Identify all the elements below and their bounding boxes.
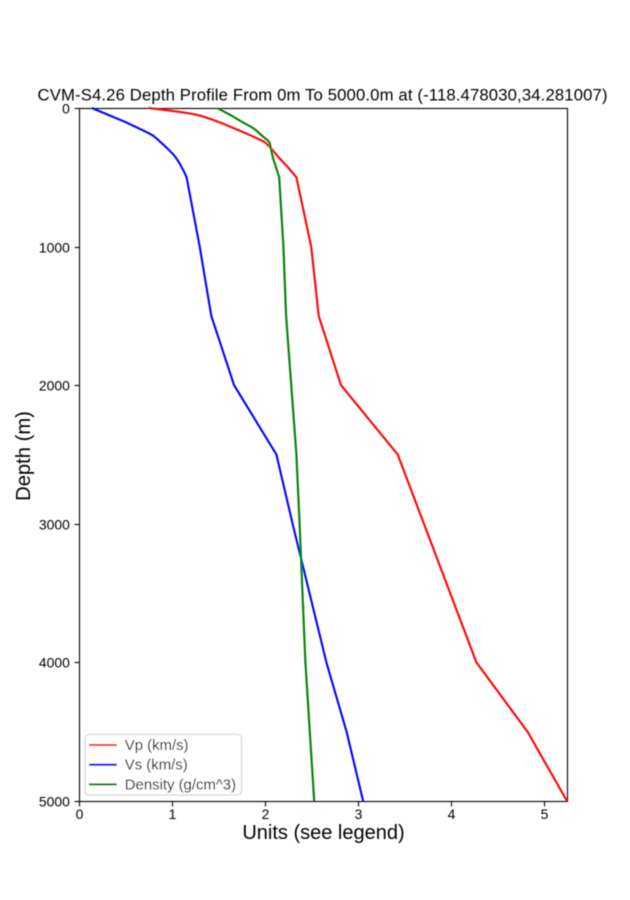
svg-text:3000: 3000: [39, 516, 70, 532]
svg-text:Vp (km/s): Vp (km/s): [125, 738, 189, 754]
svg-text:5: 5: [541, 806, 549, 822]
svg-text:Depth (m): Depth (m): [13, 411, 35, 501]
svg-text:0: 0: [76, 806, 84, 822]
svg-text:4: 4: [448, 806, 456, 822]
svg-text:1: 1: [169, 806, 177, 822]
svg-text:CVM-S4.26 Depth Profile From 0: CVM-S4.26 Depth Profile From 0m To 5000.…: [38, 86, 608, 105]
svg-text:5000: 5000: [39, 793, 70, 809]
svg-text:0: 0: [62, 100, 70, 116]
svg-text:Vs (km/s): Vs (km/s): [125, 758, 188, 774]
svg-text:Units (see legend): Units (see legend): [242, 822, 404, 844]
svg-text:Density (g/cm^3): Density (g/cm^3): [125, 777, 236, 793]
svg-text:1000: 1000: [39, 239, 70, 255]
svg-text:4000: 4000: [39, 654, 70, 670]
svg-text:2000: 2000: [39, 377, 70, 393]
svg-text:2: 2: [262, 806, 270, 822]
svg-text:3: 3: [355, 806, 363, 822]
